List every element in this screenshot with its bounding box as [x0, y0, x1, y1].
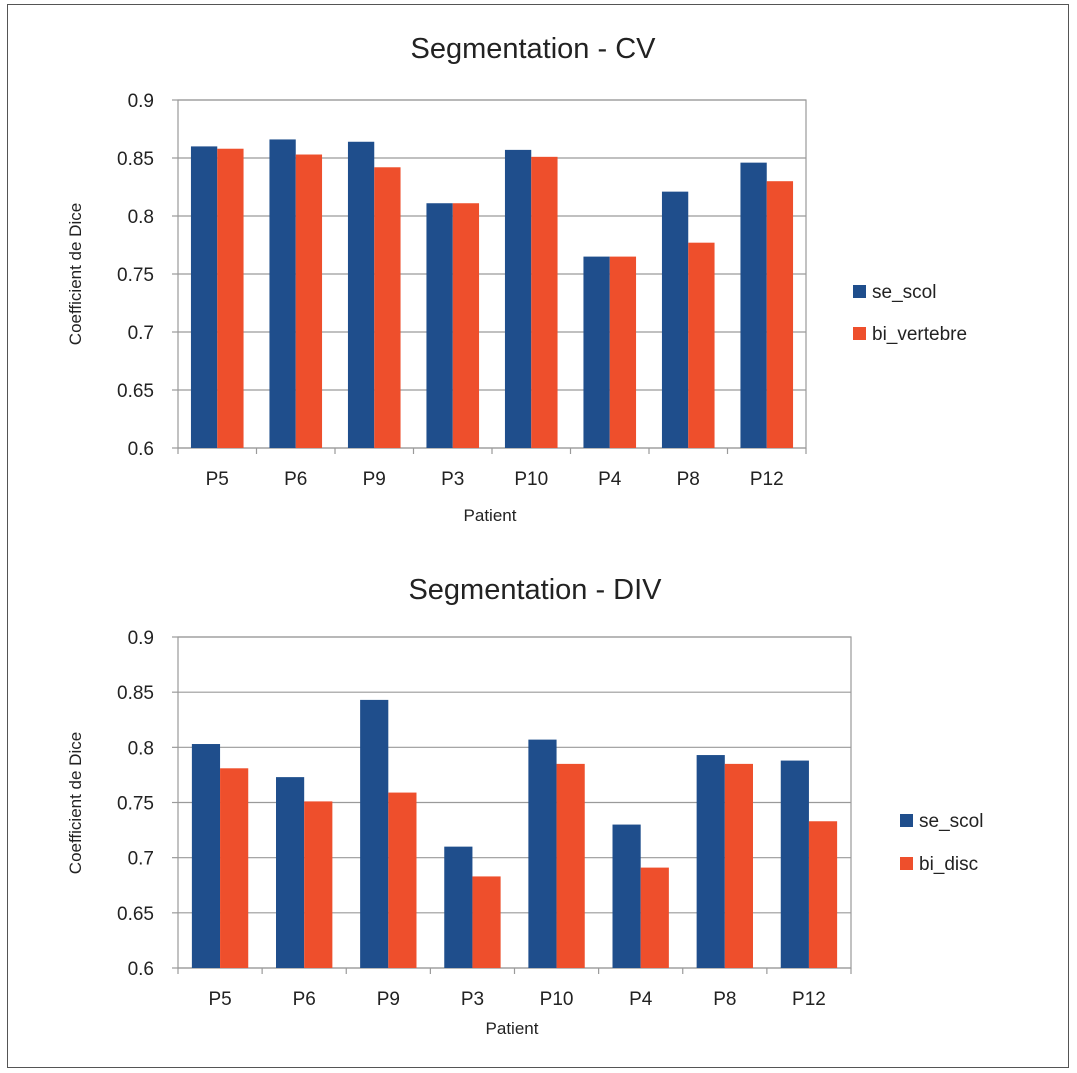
chart2-ylabel: Coefficient de Dice — [66, 732, 85, 874]
chart1-xtick-label: P5 — [206, 469, 229, 490]
chart2-bar-bi-disc-p8 — [724, 763, 753, 968]
chart2-title: Segmentation - DIV — [408, 574, 662, 606]
chart2-bar-bi-disc-p6 — [304, 801, 333, 968]
chart2-legend-label: se_scol — [919, 811, 983, 832]
chart1-bar-bi-vertebre-p10 — [531, 156, 558, 448]
chart1-xtick-label: P12 — [750, 469, 784, 490]
chart2-bar-se-scol-p9 — [360, 699, 389, 968]
chart2-xtick-label: P9 — [377, 989, 400, 1010]
chart1-bar-se-scol-p9 — [347, 141, 375, 448]
chart2-xtick-label: P5 — [208, 989, 231, 1010]
chart1-ytick-label: 0.65 — [117, 381, 154, 402]
chart2-ytick-label: 0.65 — [117, 904, 154, 925]
chart1-bar-bi-vertebre-p5 — [217, 148, 244, 448]
chart1-legend-label: bi_vertebre — [872, 324, 967, 345]
chart2-ytick-label: 0.8 — [128, 738, 154, 759]
chart1-ytick-label: 0.75 — [117, 265, 154, 286]
chart1-bar-se-scol-p10 — [504, 149, 532, 448]
chart2-bar-bi-disc-p10 — [556, 763, 585, 968]
chart1-ytick-label: 0.9 — [128, 91, 154, 112]
chart2-bar-bi-disc-p3 — [472, 876, 501, 968]
chart1-ytick-label: 0.8 — [128, 207, 154, 228]
chart2-bar-se-scol-p8 — [696, 755, 725, 968]
chart2-ytick-label: 0.7 — [128, 849, 154, 870]
chart2-legend-swatch — [900, 814, 913, 827]
chart1-xtick-label: P6 — [284, 469, 307, 490]
chart1-bar-se-scol-p4 — [583, 256, 610, 448]
chart1-bar-bi-vertebre-p9 — [374, 167, 401, 448]
chart2-ytick-label: 0.85 — [117, 683, 154, 704]
chart2-bar-se-scol-p4 — [612, 824, 641, 968]
chart1-bar-se-scol-p3 — [426, 203, 453, 448]
chart1-xtick-label: P10 — [514, 469, 548, 490]
chart1-xtick-label: P3 — [441, 469, 464, 490]
chart1-ytick-label: 0.6 — [128, 439, 154, 460]
chart2-bar-se-scol-p3 — [444, 846, 473, 968]
chart2-bar-bi-disc-p4 — [640, 867, 669, 968]
chart2-xtick-label: P3 — [461, 989, 484, 1010]
chart1-title: Segmentation - CV — [410, 33, 656, 65]
chart2-bar-bi-disc-p5 — [220, 768, 249, 968]
chart1-ytick-label: 0.85 — [117, 149, 154, 170]
chart2-xtick-label: P10 — [540, 989, 574, 1010]
chart2-bar-bi-disc-p12 — [808, 821, 838, 968]
chart2-bar-bi-disc-p9 — [388, 792, 417, 968]
chart2-xtick-label: P12 — [792, 989, 826, 1010]
chart1-bar-bi-vertebre-p4 — [609, 256, 637, 448]
chart1-ylabel: Coefficient de Dice — [66, 203, 85, 345]
chart2-bar-se-scol-p6 — [276, 777, 305, 968]
chart1-legend-swatch — [853, 285, 866, 298]
chart1-bar-bi-vertebre-p12 — [766, 181, 794, 448]
chart1-legend-label: se_scol — [872, 282, 936, 303]
chart2-xtick-label: P4 — [629, 989, 653, 1010]
chart2-legend-swatch — [900, 857, 913, 870]
chart1-xlabel: Patient — [464, 506, 517, 525]
chart2-ytick-label: 0.75 — [117, 794, 154, 815]
chart1-bar-bi-vertebre-p8 — [688, 242, 715, 448]
chart2-bar-se-scol-p10 — [528, 739, 557, 968]
chart1-bar-bi-vertebre-p3 — [452, 203, 480, 448]
chart1-ytick-label: 0.7 — [128, 323, 154, 344]
chart2-ytick-label: 0.6 — [128, 959, 154, 980]
chart2-xtick-label: P8 — [713, 989, 736, 1010]
chart1-xtick-label: P9 — [363, 469, 386, 490]
chart1-bar-bi-vertebre-p6 — [295, 154, 323, 448]
chart2-ytick-label: 0.9 — [128, 628, 154, 649]
chart1-bar-se-scol-p12 — [740, 162, 767, 448]
chart2-bar-se-scol-p12 — [780, 760, 809, 968]
chart1-xtick-label: P8 — [677, 469, 700, 490]
chart2-xlabel: Patient — [486, 1019, 539, 1038]
chart2-legend-label: bi_disc — [919, 854, 978, 875]
chart1-bar-se-scol-p6 — [269, 139, 296, 448]
chart2-bar-se-scol-p5 — [191, 744, 221, 968]
chart1-bar-se-scol-p5 — [190, 146, 218, 448]
chart1-xtick-label: P4 — [598, 469, 622, 490]
chart1-bar-se-scol-p8 — [661, 191, 689, 448]
chart2-xtick-label: P6 — [293, 989, 316, 1010]
chart1-legend-swatch — [853, 327, 866, 340]
